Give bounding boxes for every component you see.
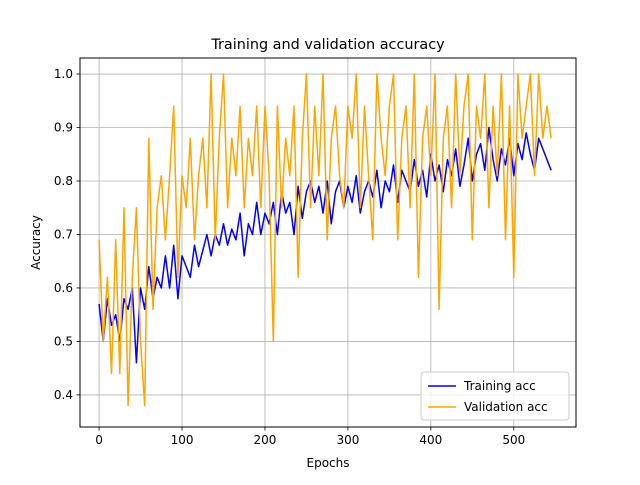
x-tick-label: 100: [171, 433, 194, 447]
validation-acc-line: [98, 73, 552, 407]
legend: Training acc Validation acc: [420, 371, 570, 421]
x-tick-label: 0: [95, 433, 103, 447]
series-layer: [98, 73, 552, 407]
x-tick-label: 400: [419, 433, 442, 447]
y-tick-label: 0.9: [54, 121, 73, 135]
x-tick-label: 300: [336, 433, 359, 447]
y-tick-label: 1.0: [54, 67, 73, 81]
y-tick-label: 0.8: [54, 174, 73, 188]
y-tick-label: 0.4: [54, 388, 73, 402]
training-acc-line: [98, 126, 552, 364]
x-axis-label: Epochs: [307, 456, 350, 470]
y-axis-label: Accuracy: [29, 215, 43, 270]
axis-ticks: 0 100 200 300 400 500 0.4 0.5 0.6 0.7 0.8 0.9 1.0: [54, 67, 525, 447]
y-tick-label: 0.5: [54, 334, 73, 348]
legend-label-training: Training acc: [463, 379, 536, 393]
x-tick-label: 500: [502, 433, 525, 447]
y-tick-label: 0.7: [54, 227, 73, 241]
plot-frame: [79, 57, 577, 428]
legend-label-validation: Validation acc: [464, 400, 548, 414]
legend-box: [420, 371, 570, 421]
x-tick-label: 200: [254, 433, 277, 447]
chart-title: Training and validation accuracy: [210, 37, 445, 53]
y-tick-label: 0.6: [54, 281, 73, 295]
